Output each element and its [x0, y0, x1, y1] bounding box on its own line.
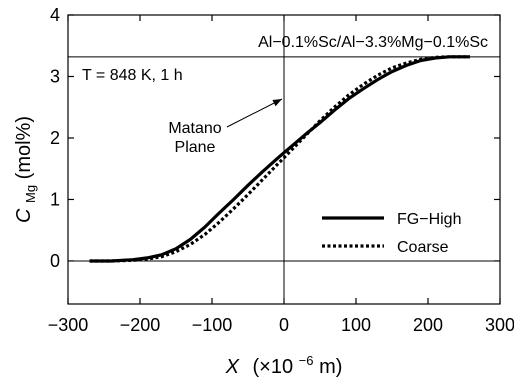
y-tick-label: 4 — [50, 5, 60, 25]
x-axis-title: X (×10 −6 m) — [225, 348, 343, 378]
x-tick-label: 200 — [413, 315, 443, 335]
series-line-coarse — [89, 55, 470, 263]
matano-label-line2: Plane — [175, 139, 216, 156]
x-tick-label: 100 — [341, 315, 371, 335]
x-axis-unit-exp: −6 — [299, 353, 314, 368]
series-layer — [89, 55, 470, 263]
x-tick-label: −200 — [120, 315, 161, 335]
axis-ticks: −300 −200 −100 0 100 200 300 0 1 2 3 4 — [48, 5, 514, 335]
series-line-fg-high — [89, 55, 470, 263]
x-tick-label: −300 — [48, 315, 89, 335]
matano-arrow — [226, 98, 283, 128]
condition-text: T = 848 K, 1 h — [82, 67, 183, 84]
y-tick-label: 3 — [50, 66, 60, 86]
y-tick-label: 1 — [50, 189, 60, 209]
legend: FG−High Coarse — [322, 211, 461, 256]
header-text: Al−0.1%Sc/Al−3.3%Mg−0.1%Sc — [258, 34, 488, 51]
legend-label: FG−High — [397, 211, 461, 228]
x-axis-unit-prefix: (×10 — [253, 356, 294, 378]
x-tick-label: 0 — [279, 315, 289, 335]
y-tick-label: 0 — [50, 251, 60, 271]
x-tick-label: 300 — [485, 315, 514, 335]
x-tick-label: −100 — [192, 315, 233, 335]
matano-arrowhead — [272, 99, 282, 107]
x-axis-unit-suffix: m) — [319, 356, 342, 378]
y-axis-symbol: C — [13, 208, 35, 223]
matano-plane-annotation: Matano Plane — [168, 98, 283, 156]
y-axis-unit: (mol%) — [13, 116, 35, 179]
y-axis-title: C Mg (mol%) — [13, 116, 40, 223]
x-axis-symbol: X — [225, 356, 240, 378]
matano-label-line1: Matano — [168, 120, 221, 137]
y-axis-subscript: Mg — [23, 185, 38, 203]
legend-label: Coarse — [397, 239, 449, 256]
y-tick-label: 2 — [50, 128, 60, 148]
